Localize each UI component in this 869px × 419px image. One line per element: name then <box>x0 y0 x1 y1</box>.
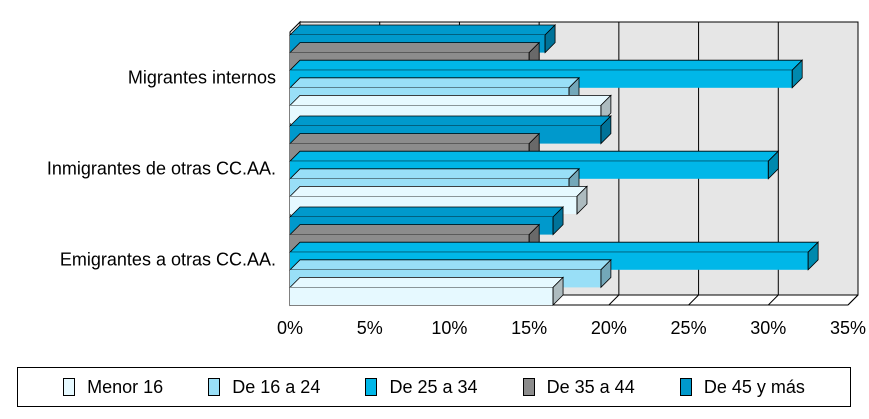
legend-swatch <box>522 378 535 396</box>
bar-front-face <box>290 287 554 305</box>
x-tick-label: 0% <box>277 318 303 338</box>
bar-top-face <box>289 95 612 106</box>
legend-item: De 45 y más <box>679 376 805 398</box>
bar-top-face <box>289 259 612 271</box>
legend-item: De 16 a 24 <box>208 377 320 398</box>
bar <box>289 276 565 306</box>
bar-top-face <box>289 59 804 71</box>
category-label: Inmigrantes de otras CC.AA. <box>47 159 276 179</box>
legend-label: De 16 a 24 <box>232 376 321 397</box>
x-tick-label: 10% <box>431 318 467 338</box>
x-tick-label: 15% <box>511 318 547 338</box>
bar-top-face <box>289 241 820 253</box>
x-tick-label: 5% <box>357 318 383 338</box>
bar-top-face <box>289 42 541 53</box>
chart-legend: Menor 16 De 16 a 24 De 25 a 34 De 35 a 44 De… <box>17 367 851 407</box>
x-tick-label: 20% <box>591 318 627 338</box>
legend-swatch <box>208 378 221 396</box>
legend-item: De 35 a 44 <box>522 376 635 398</box>
bar-top-face <box>289 115 612 127</box>
legend-swatch <box>679 378 692 396</box>
bar-top-face <box>289 276 565 288</box>
bar-top-face <box>289 150 780 162</box>
grid-floor-line <box>767 294 779 306</box>
grid-floor-line <box>608 294 620 306</box>
legend-label: De 25 a 34 <box>389 376 478 397</box>
x-tick-label: 35% <box>830 318 866 338</box>
legend-label: Menor 16 <box>87 376 164 397</box>
grid-floor-line <box>688 294 699 306</box>
legend-swatch <box>63 378 76 396</box>
bar-top-face <box>289 185 588 197</box>
legend-item: De 25 a 34 <box>365 376 478 398</box>
bar-top-face <box>289 133 541 145</box>
legend-label: De 45 y más <box>703 376 805 397</box>
bar-top-face <box>289 206 565 218</box>
x-axis-end <box>847 294 859 306</box>
x-tick-label: 30% <box>750 318 786 338</box>
legend-swatch <box>365 378 378 396</box>
legend-label: De 35 a 44 <box>546 376 635 397</box>
category-label: Emigrantes a otras CC.AA. <box>60 250 276 270</box>
legend-item: Menor 16 <box>63 377 163 398</box>
bar-top-face <box>289 168 580 180</box>
category-label: Migrantes internos <box>128 68 276 88</box>
bar-top-face <box>289 224 541 236</box>
x-tick-label: 25% <box>671 318 707 338</box>
bar-top-face <box>289 77 580 89</box>
bar-top-face <box>289 24 557 36</box>
